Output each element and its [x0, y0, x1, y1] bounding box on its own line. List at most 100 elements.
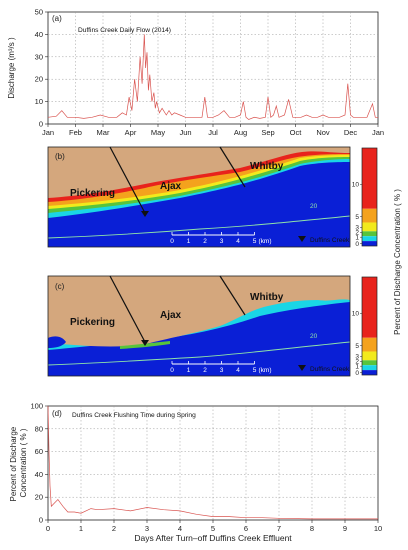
- x-tick-label: 8: [310, 524, 314, 533]
- panel-b: Pickering Ajax Whitby 20 0 1 2 3 4 5 (km) Duffi…: [47, 146, 351, 248]
- colorbar-band: [362, 360, 377, 366]
- colorbar-frame: [361, 276, 378, 376]
- x-tick-label: 5: [211, 524, 215, 533]
- colorbar-tick-label: 1: [355, 363, 359, 370]
- panel-c-frame: [47, 275, 351, 377]
- panel-d-x-axis-label: Days After Turn–off Duffins Creek Efflue…: [134, 533, 292, 543]
- scale-tick-label: 4: [236, 238, 240, 245]
- panel-c-scale-bar: 0 1 2 3 4 5 (km) Duffins Creek: [170, 361, 350, 374]
- colorbar-band: [362, 351, 377, 361]
- panel-b-boundary-ajax-whitby: [219, 146, 246, 188]
- colorbar-band: [362, 277, 377, 338]
- x-tick-label-jul: Jul: [208, 128, 218, 137]
- panel-b-label: (b): [55, 152, 65, 161]
- colorbar-frame: [361, 147, 378, 247]
- panel-d-label: (d): [52, 409, 62, 418]
- scale-tick-label: 3: [220, 238, 224, 245]
- panel-d-x-ticks: 0 1 2 3 4 5 6 7 8 9 10: [46, 520, 382, 533]
- x-tick-label-may: May: [151, 128, 165, 137]
- y-tick-label: 40: [35, 470, 43, 479]
- scale-unit: (km): [259, 238, 272, 245]
- colorbar-band: [362, 148, 377, 209]
- scale-tick-label: 3: [220, 367, 224, 374]
- scale-tick-label: 0: [170, 238, 174, 245]
- colorbar-band: [362, 208, 377, 223]
- panel-d-flushing-series: [47, 405, 378, 520]
- colorbar-tick-label: 3: [355, 354, 359, 361]
- panel-b-contour-line: [48, 215, 350, 239]
- panel-c-water-inlet: [48, 336, 66, 348]
- colorbar-tick-label: 0: [355, 241, 359, 248]
- legend-marker-icon: [298, 236, 306, 242]
- x-tick-label: 1: [79, 524, 83, 533]
- x-tick-label-mar: Mar: [97, 128, 110, 137]
- x-tick-label-sep: Sep: [261, 128, 274, 137]
- scale-unit: (km): [259, 367, 272, 374]
- panel-d-y-axis-label-line1: Percent of Discharge: [9, 426, 18, 501]
- colorbar-tick-label: 5: [355, 214, 359, 221]
- y-tick-label: 100: [30, 402, 43, 411]
- y-tick-label: 60: [35, 447, 43, 456]
- colorbar-band: [362, 222, 377, 232]
- colorbar-tick-label: 10: [352, 181, 360, 188]
- x-tick-label-dec: Dec: [344, 128, 358, 137]
- y-tick-label: 0: [39, 516, 43, 525]
- y-tick-label: 30: [35, 52, 43, 61]
- scale-tick-label: 1: [187, 238, 191, 245]
- x-tick-label: 2: [112, 524, 116, 533]
- colorbar-label: Percent of Discharge Concentration ( % ): [393, 189, 402, 335]
- colorbar-band: [362, 337, 377, 352]
- panel-b-scale-bar: 0 1 2 3 4 5 (km) Duffins Creek: [170, 232, 350, 245]
- scale-tick-label: 0: [170, 367, 174, 374]
- panel-c-label: (c): [55, 282, 65, 291]
- scale-tick-label: 2: [203, 367, 207, 374]
- panel-b-town-ajax: Ajax: [160, 181, 182, 192]
- colorbar-tick-label: 0: [355, 370, 359, 377]
- panel-b-town-pickering: Pickering: [70, 188, 115, 199]
- panel-a-flow-series: [47, 34, 378, 120]
- panel-c-town-whitby: Whitby: [250, 292, 284, 303]
- y-tick-label: 0: [39, 120, 43, 129]
- panel-b-boundary-pickering-ajax: [109, 146, 146, 214]
- y-tick-label: 10: [35, 97, 43, 106]
- x-tick-label: 10: [374, 524, 382, 533]
- colorbar-tick-label: 3: [355, 225, 359, 232]
- panel-b-contour-label: 20: [310, 203, 318, 210]
- colorbar-band: [362, 236, 377, 242]
- panel-c-boundary-pickering-ajax: [109, 275, 146, 343]
- x-tick-label: 0: [46, 524, 50, 533]
- x-tick-label: 4: [178, 524, 182, 533]
- y-tick-label: 50: [35, 8, 43, 17]
- panel-a-title: Duffins Creek Daily Flow (2014): [78, 27, 171, 34]
- panel-d-title: Duffins Creek Flushing Time during Sprin…: [72, 412, 196, 419]
- y-tick-label: 80: [35, 424, 43, 433]
- panel-d-grid: [48, 406, 378, 520]
- legend-marker-label: Duffins Creek: [310, 366, 350, 373]
- colorbar-tick-label: 2: [355, 358, 359, 365]
- panel-a-y-ticks: 0 10 20 30 40 50: [35, 8, 48, 129]
- panel-a: 0 10 20 30 40 50 Jan Feb Mar Apr May Jun Jul Aug Sep O…: [7, 8, 384, 138]
- x-tick-label-jan: Jan: [42, 128, 54, 137]
- colorbar-band: [362, 365, 377, 371]
- x-tick-label: 7: [277, 524, 281, 533]
- panel-c-contour-line: [48, 341, 350, 366]
- x-tick-label-jan: Jan: [372, 128, 384, 137]
- x-tick-label-aug: Aug: [234, 128, 247, 137]
- colorbar-tick-label: 5: [355, 343, 359, 350]
- panel-b-duffins-marker-icon: [141, 211, 149, 217]
- scale-tick-label: 1: [187, 367, 191, 374]
- panel-c-contour-label: 20: [310, 333, 318, 340]
- panel-c: Pickering Ajax Whitby 20 0 1 2 3 4 5 (km) Duffi…: [47, 275, 351, 377]
- panel-c-boundary-ajax-whitby: [219, 275, 246, 316]
- panel-c-land: [48, 276, 350, 347]
- y-tick-label: 20: [35, 75, 43, 84]
- scale-tick-label: 4: [236, 367, 240, 374]
- panel-b-frame: [47, 146, 351, 248]
- scale-tick-label: 5: [253, 367, 257, 374]
- panel-b-town-whitby: Whitby: [250, 161, 284, 172]
- panel-c-duffins-marker-icon: [141, 340, 149, 346]
- colorbar-band: [362, 370, 377, 375]
